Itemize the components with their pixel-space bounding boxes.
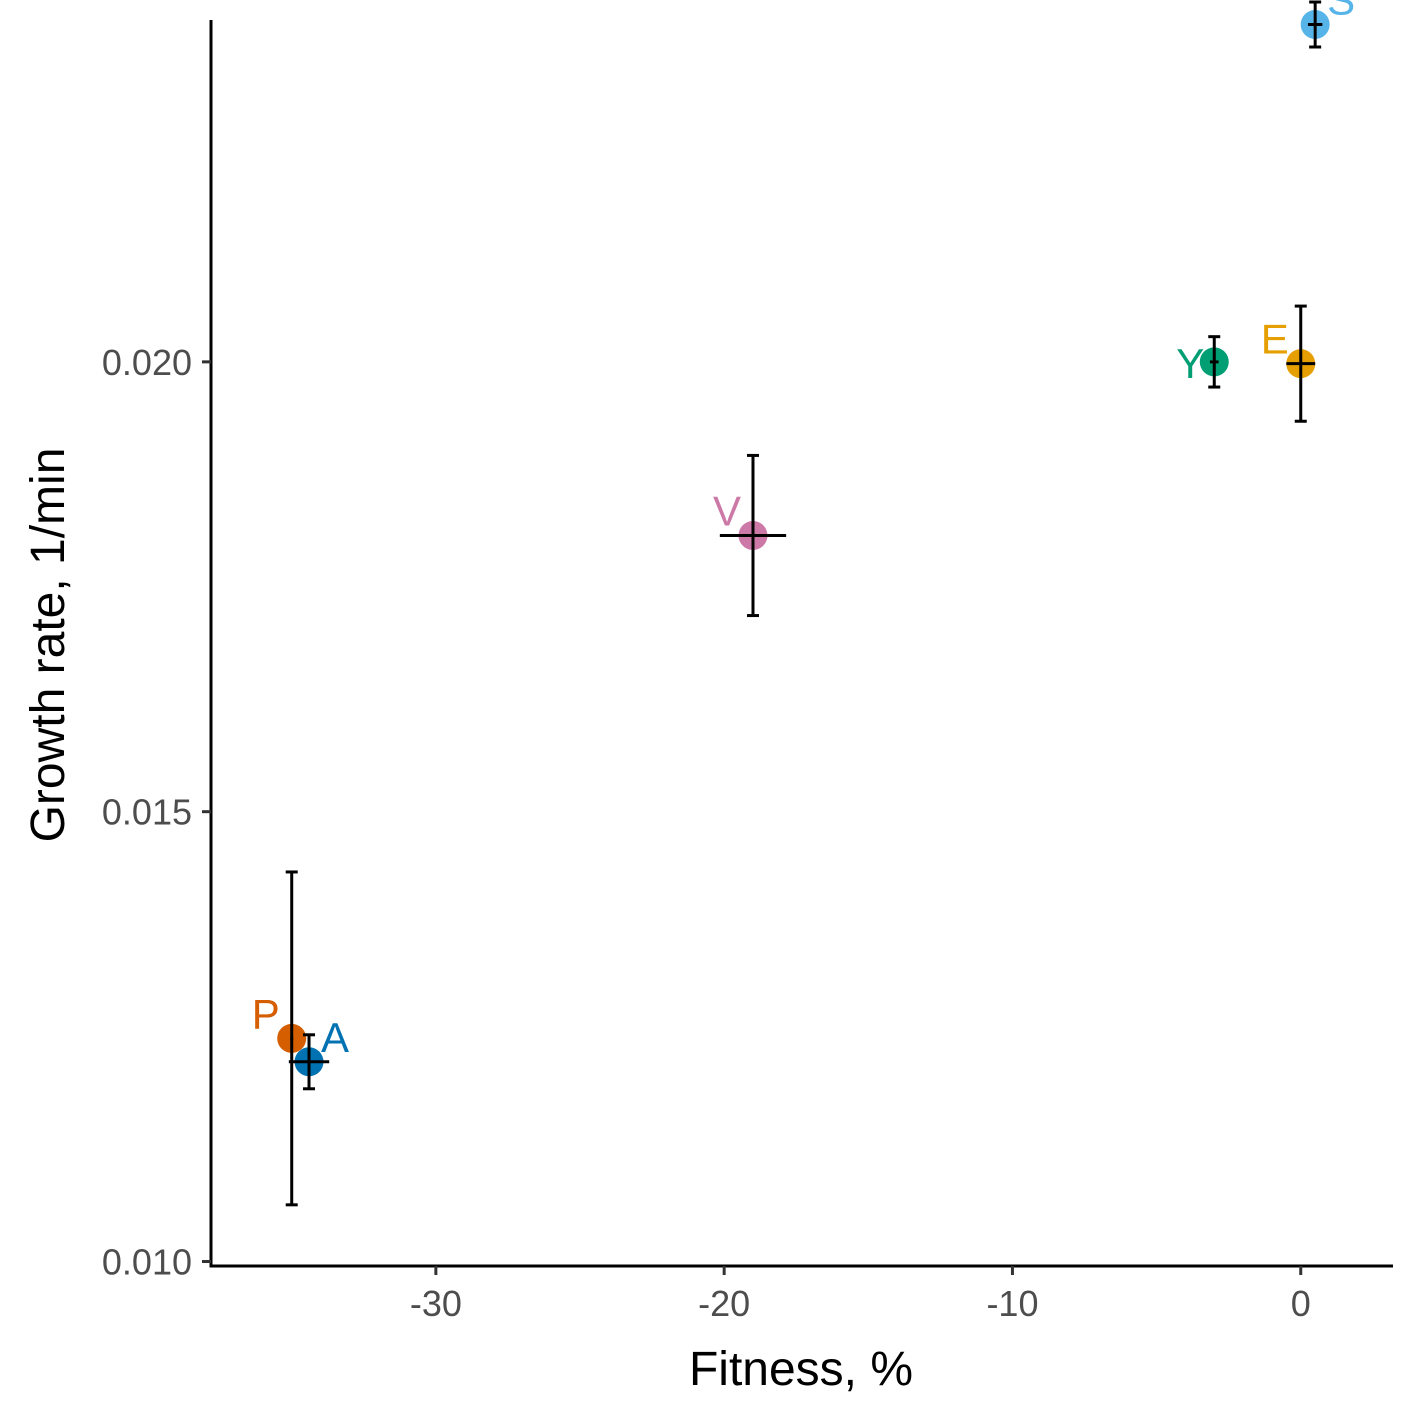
x-tick-label: -20 (698, 1283, 750, 1324)
x-axis-title: Fitness, % (689, 1343, 913, 1396)
y-tick-label: 0.015 (102, 792, 192, 833)
y-tick-label: 0.020 (102, 342, 192, 383)
x-tick-label: 0 (1291, 1283, 1311, 1324)
axis-ticks: -30 -20 -10 0 0.010 0.015 0.020 (102, 342, 1311, 1324)
point-label: Y (1176, 340, 1204, 387)
point-label: E (1261, 316, 1289, 363)
point-label: V (713, 487, 741, 534)
plot-marks: S E Y V PA (252, 0, 1355, 1207)
point-label: A (321, 1014, 349, 1061)
point-label: S (1327, 0, 1355, 23)
x-tick-label: -10 (986, 1283, 1038, 1324)
y-axis-title: Growth rate, 1/min (22, 448, 75, 843)
y-tick-label: 0.010 (102, 1242, 192, 1283)
point-label: P (252, 990, 280, 1037)
x-tick-label: -30 (410, 1283, 462, 1324)
